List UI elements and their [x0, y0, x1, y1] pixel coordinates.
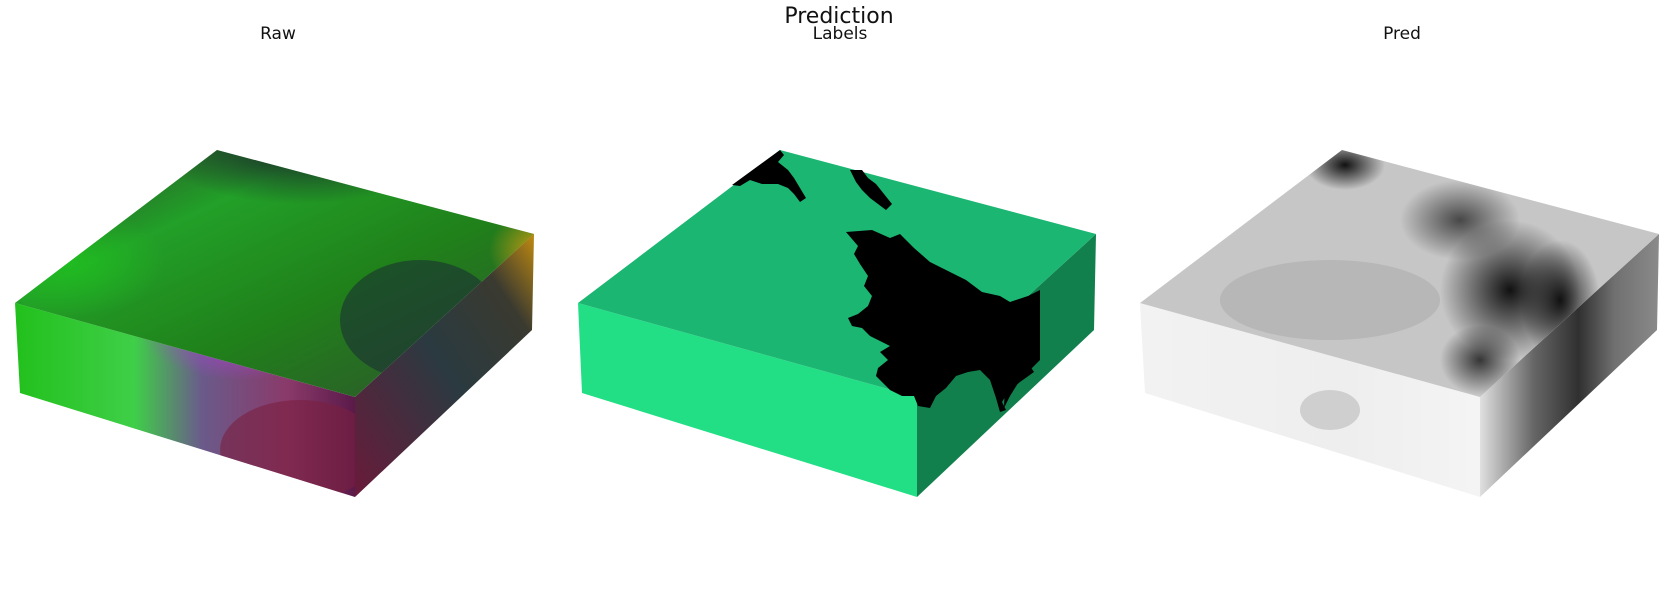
labels-mask-region-1: [732, 150, 806, 202]
panel-title-pred: Pred: [1383, 24, 1421, 44]
labels-mask-region-2: [850, 170, 892, 210]
labels-front-face: [578, 303, 917, 497]
figure-title: Prediction: [784, 4, 894, 29]
raw-volume: [15, 150, 534, 497]
panel-title-labels: Labels: [812, 24, 868, 44]
raw-side-face: [355, 234, 534, 497]
labels-volume: [578, 150, 1096, 497]
labels-mask-side: [1004, 290, 1040, 408]
pred-side-face: [1480, 234, 1659, 497]
pred-volume: [1140, 150, 1659, 497]
panel-title-raw: Raw: [260, 24, 296, 44]
labels-mask-region-3: [846, 230, 1040, 412]
